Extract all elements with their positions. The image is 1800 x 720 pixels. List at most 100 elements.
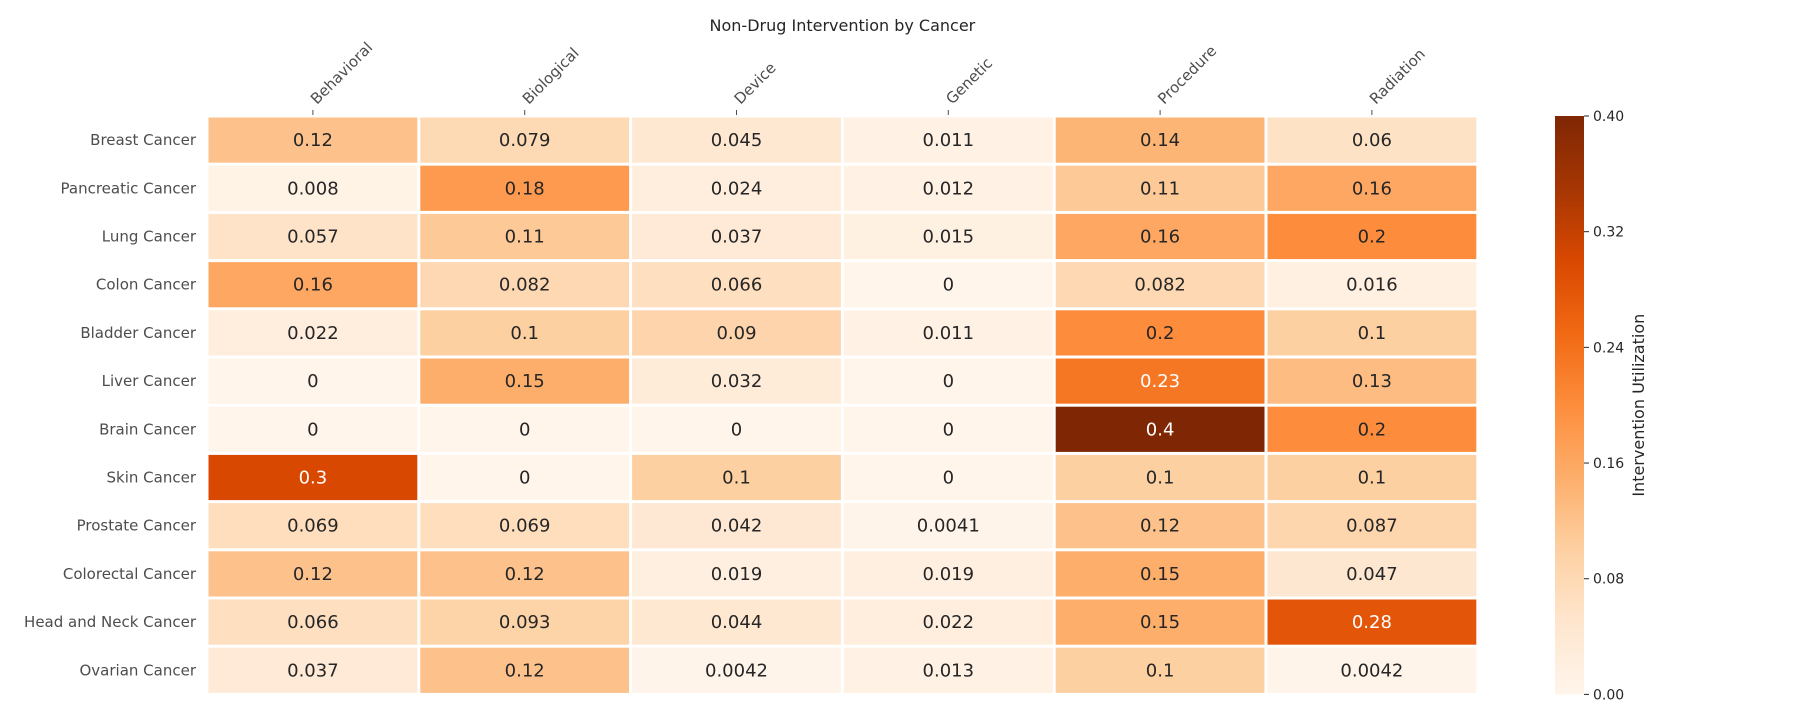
column-label: Procedure <box>1154 42 1220 108</box>
heatmap-cell <box>843 551 1053 597</box>
cell-value-label: 0.1 <box>1146 660 1175 681</box>
cell-value-label: 0.069 <box>287 516 339 537</box>
heatmap-cell <box>843 647 1053 693</box>
heatmap-cell <box>1267 213 1477 260</box>
heatmap-cell <box>1055 503 1265 549</box>
heatmap-cell <box>420 165 630 211</box>
heatmap-cell <box>632 503 841 549</box>
heatmap-cell <box>1267 406 1477 452</box>
heatmap-cell <box>1055 647 1265 693</box>
cell-value-label: 0.14 <box>1140 130 1180 151</box>
cell-value-label: 0.0042 <box>1340 660 1403 681</box>
cell-value-label: 0.12 <box>505 660 545 681</box>
cell-value-label: 0.022 <box>287 323 339 344</box>
cell-value-label: 0.15 <box>1140 564 1180 585</box>
heatmap-cell <box>1055 262 1265 308</box>
cell-value-label: 0.16 <box>1140 227 1180 248</box>
cell-value-label: 0.3 <box>299 468 328 489</box>
heatmap-cell <box>632 117 841 163</box>
heatmap-cell <box>1267 599 1477 645</box>
cell-value-label: 0.1 <box>1146 468 1175 489</box>
heatmap-cell <box>208 454 418 501</box>
cell-value-label: 0.082 <box>1134 275 1186 296</box>
row-label: Bladder Cancer <box>80 324 197 342</box>
heatmap-cell <box>1267 454 1477 501</box>
cell-value-label: 0.066 <box>287 612 339 633</box>
cell-value-label: 0.15 <box>1140 612 1180 633</box>
heatmap-cell <box>208 599 418 645</box>
heatmap-cell <box>1267 647 1477 693</box>
column-label: Device <box>731 59 780 108</box>
cell-value-label: 0 <box>943 371 954 392</box>
row-label: Pancreatic Cancer <box>61 179 197 197</box>
cell-value-label: 0.047 <box>1346 564 1398 585</box>
heatmap-cell <box>632 165 841 211</box>
cell-value-label: 0.069 <box>499 516 551 537</box>
cell-value-label: 0.1 <box>722 468 751 489</box>
heatmap-cell <box>1055 358 1265 404</box>
heatmap-cells: 0.12 0.079 0.045 0.011 0.14 0.06 0.008 0.18 0.02… <box>208 117 1477 693</box>
heatmap-cell <box>1267 117 1477 163</box>
heatmap-cell <box>420 406 630 452</box>
cell-value-label: 0.087 <box>1346 516 1398 537</box>
cell-value-label: 0.079 <box>499 130 551 151</box>
cell-value-label: 0.024 <box>711 178 763 199</box>
cell-value-label: 0.019 <box>923 564 975 585</box>
heatmap-cell <box>1267 503 1477 549</box>
heatmap-cell <box>420 647 630 693</box>
cell-value-label: 0.0042 <box>705 660 768 681</box>
cell-value-label: 0.066 <box>711 275 763 296</box>
cell-value-label: 0.12 <box>1140 516 1180 537</box>
cell-value-label: 0.015 <box>923 227 975 248</box>
heatmap-cell <box>208 310 418 356</box>
cell-value-label: 0.012 <box>923 178 975 199</box>
row-label: Colon Cancer <box>96 276 197 294</box>
cell-value-label: 0 <box>307 371 318 392</box>
cell-value-label: 0.2 <box>1146 323 1175 344</box>
colorbar-gradient <box>1555 116 1584 695</box>
heatmap-cell <box>208 213 418 260</box>
heatmap-cell <box>843 310 1053 356</box>
cell-value-label: 0.1 <box>1358 468 1387 489</box>
colorbar-label: Intervention Utilization <box>1629 314 1648 497</box>
cell-value-label: 0.011 <box>923 323 975 344</box>
heatmap-cell <box>1055 406 1265 452</box>
heatmap-cell <box>843 117 1053 163</box>
colorbar-tick-label: 0.16 <box>1593 456 1624 472</box>
heatmap-cell <box>1267 262 1477 308</box>
column-label: Radiation <box>1366 45 1429 108</box>
heatmap-cell <box>632 454 841 501</box>
cell-value-label: 0.18 <box>505 178 545 199</box>
heatmap-cell <box>632 213 841 260</box>
heatmap-cell <box>208 551 418 597</box>
column-label: Biological <box>519 44 583 108</box>
row-label: Liver Cancer <box>102 372 197 390</box>
colorbar-tick-label: 0.00 <box>1593 687 1624 703</box>
cell-value-label: 0.09 <box>716 323 756 344</box>
column-labels: Behavioral Biological Device Genetic Procedu… <box>307 39 1429 115</box>
cell-value-label: 0.16 <box>1352 178 1392 199</box>
cell-value-label: 0.011 <box>923 130 975 151</box>
heatmap-cell <box>843 213 1053 260</box>
row-label: Colorectal Cancer <box>63 565 197 583</box>
heatmap-cell <box>208 503 418 549</box>
cell-value-label: 0.082 <box>499 275 551 296</box>
row-label: Lung Cancer <box>102 228 197 246</box>
cell-value-label: 0.022 <box>923 612 975 633</box>
heatmap-cell <box>1055 599 1265 645</box>
heatmap-cell <box>208 406 418 452</box>
heatmap-cell <box>632 358 841 404</box>
heatmap-cell <box>843 454 1053 501</box>
cell-value-label: 0.008 <box>287 178 339 199</box>
heatmap-cell <box>1267 310 1477 356</box>
heatmap-cell <box>632 599 841 645</box>
heatmap-cell <box>843 262 1053 308</box>
heatmap-cell <box>843 165 1053 211</box>
heatmap-cell <box>1267 165 1477 211</box>
heatmap-cell <box>208 117 418 163</box>
cell-value-label: 0.037 <box>711 227 763 248</box>
heatmap-cell <box>632 310 841 356</box>
cell-value-label: 0 <box>519 419 530 440</box>
heatmap-cell <box>843 503 1053 549</box>
cell-value-label: 0.16 <box>293 275 333 296</box>
